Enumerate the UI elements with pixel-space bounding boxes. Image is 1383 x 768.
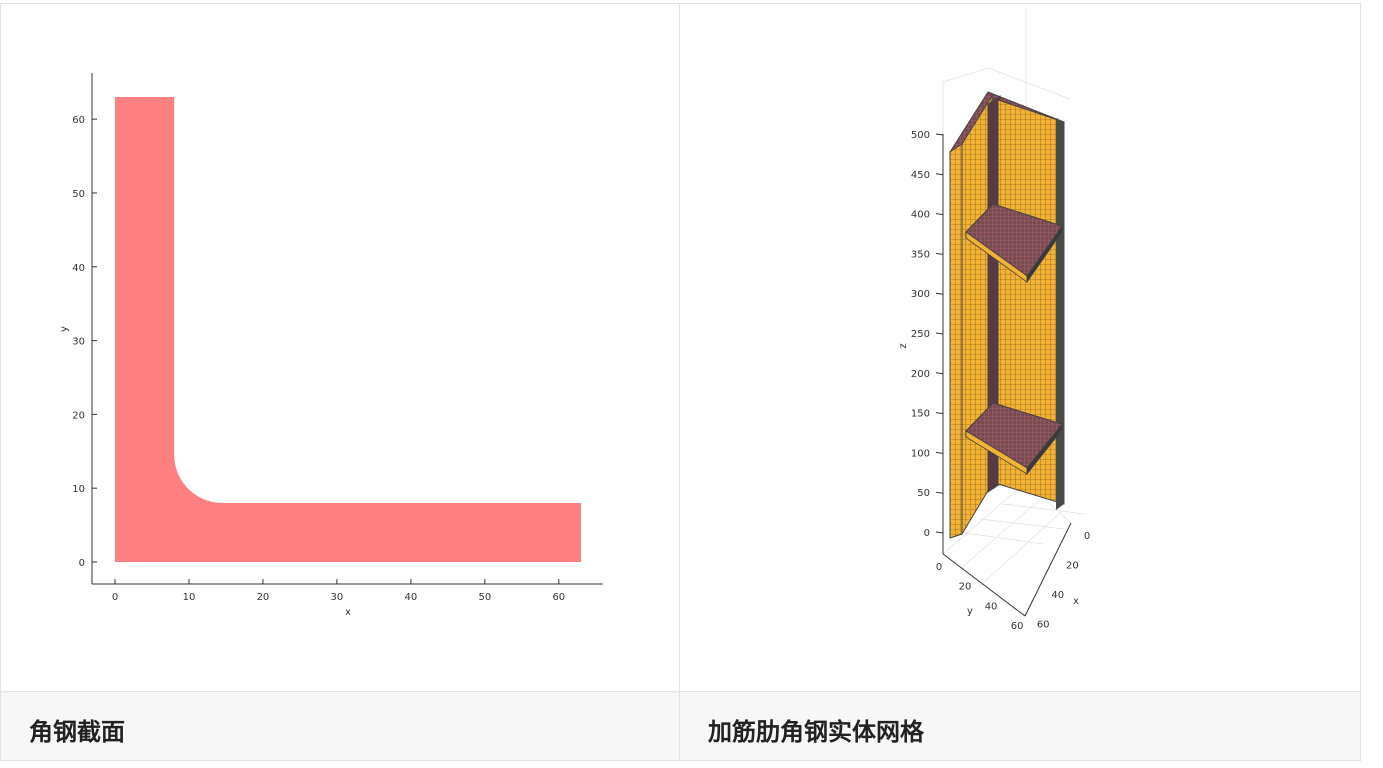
gallery-card-mesh[interactable]: 0 50 100 150 200 250 300 350 400 450 500 0 20 40 60 0 20…	[679, 3, 1361, 761]
z-tick-label: 450	[911, 170, 930, 181]
solid-mesh-chart: 0 50 100 150 200 250 300 350 400 450 500 0 20 40 60 0 20…	[898, 9, 1090, 632]
caption-bar: 加筋肋角钢实体网格	[680, 691, 1360, 760]
y-tick-label: 10	[72, 484, 85, 495]
mesh-body	[949, 91, 1065, 539]
gallery-card-section[interactable]: 0 10 20 30 40 50 60 0 10 20 30 40 50 60 x y 角钢截面	[0, 3, 680, 761]
x-tick-label: 10	[183, 592, 196, 603]
x-tick-label: 40	[405, 592, 418, 603]
z-tick-mark	[935, 332, 944, 335]
y-tick-label: 0	[79, 558, 85, 569]
y-tick-label: 60	[1011, 621, 1024, 632]
y-tick-label: 40	[985, 601, 998, 612]
x-tick-label: 50	[478, 592, 491, 603]
z-tick-label: 100	[911, 448, 930, 459]
y-tick-label: 50	[72, 189, 85, 200]
y-tick-label: 30	[72, 337, 85, 348]
y-tick-label: 20	[959, 582, 972, 593]
y-tick-label: 60	[72, 115, 85, 126]
z-tick-label: 300	[911, 289, 930, 300]
z-tick-mark	[935, 451, 944, 454]
x-tick-label: 60	[1037, 620, 1050, 631]
y-tick-label: 40	[72, 263, 85, 274]
x-axis-label: x	[1073, 596, 1079, 607]
z-tick-label: 200	[911, 369, 930, 380]
z-tick-mark	[935, 412, 944, 415]
z-tick-mark	[935, 491, 944, 494]
z-tick-label: 50	[917, 488, 930, 499]
z-axis-label: z	[898, 343, 909, 348]
z-tick-mark	[935, 173, 944, 176]
x-axis-line	[1024, 522, 1072, 617]
y-tick-label: 0	[936, 562, 942, 573]
x-tick-label: 0	[1084, 531, 1090, 542]
z-tick-mark	[935, 372, 944, 375]
z-tick-mark	[935, 292, 944, 295]
z-tick-label: 0	[924, 528, 930, 539]
y-axis-label: y	[59, 326, 70, 332]
caption-text: 加筋肋角钢实体网格	[708, 718, 924, 746]
z-tick-label: 150	[911, 409, 930, 420]
y-tick-label: 20	[72, 410, 85, 421]
z-tick-label: 500	[911, 130, 930, 141]
z-tick-mark	[935, 252, 944, 255]
angle-section-figure: 0 10 20 30 40 50 60 0 10 20 30 40 50 60 x y	[1, 4, 679, 693]
x-tick-label: 20	[1066, 561, 1079, 572]
mesh-figure: 0 50 100 150 200 250 300 350 400 450 500 0 20 40 60 0 20…	[680, 4, 1360, 693]
y-axis-line	[942, 553, 1026, 617]
x-tick-label: 0	[112, 592, 118, 603]
z-tick-mark	[935, 213, 944, 216]
angle-section-shape	[115, 97, 581, 562]
z-tick-label: 350	[911, 249, 930, 260]
x-tick-label: 30	[331, 592, 344, 603]
caption-bar: 角钢截面	[1, 691, 679, 760]
x-tick-label: 40	[1051, 590, 1064, 601]
z-tick-label: 400	[911, 210, 930, 221]
angle-section-chart: 0 10 20 30 40 50 60 0 10 20 30 40 50 60 x y	[59, 73, 603, 618]
y-axis-label: y	[967, 606, 973, 617]
x-tick-label: 60	[552, 592, 565, 603]
x-axis-label: x	[345, 607, 351, 618]
z-tick-label: 250	[911, 329, 930, 340]
x-tick-label: 20	[257, 592, 270, 603]
z-tick-mark	[935, 531, 944, 534]
caption-text: 角钢截面	[29, 718, 125, 746]
z-tick-mark	[935, 133, 944, 136]
